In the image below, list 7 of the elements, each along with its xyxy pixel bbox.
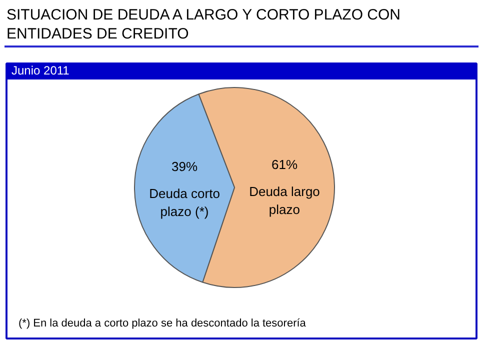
data-label: 61%: [271, 156, 298, 172]
data-label: 39%: [172, 159, 198, 174]
text: (*) En la deuda a corto plazo se ha descontado la tesorería: [18, 318, 307, 330]
chart-title: SITUACION DE DEUDA A LARGO Y CORTO PLAZO CON ENTIDADES DE CREDITO: [6, 6, 400, 42]
chart-subtitle: Junio 2011: [12, 64, 70, 78]
slice-label: Deuda corto plazo (*): [149, 186, 220, 220]
slice-label: Deuda largo plazo: [249, 184, 320, 217]
